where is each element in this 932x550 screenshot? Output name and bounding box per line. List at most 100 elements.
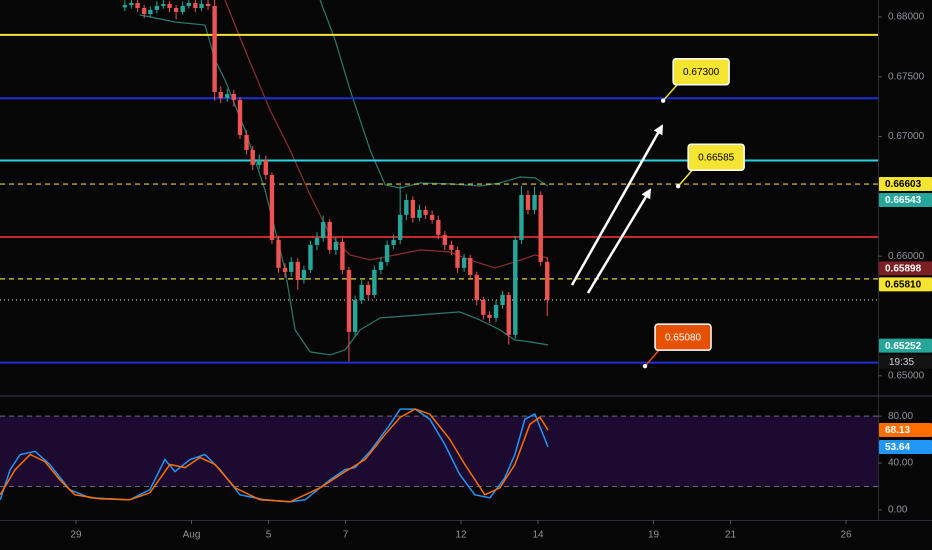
y-tick-label: 80.00 xyxy=(888,411,913,422)
candle-body xyxy=(442,234,448,245)
price-pane xyxy=(0,0,878,364)
oscillator-pane xyxy=(0,408,878,503)
candle-body xyxy=(397,214,403,240)
x-tick-label: 19 xyxy=(648,530,660,541)
candle-body xyxy=(481,299,486,315)
overlay-line xyxy=(224,0,549,269)
candle-body xyxy=(193,2,198,9)
candle-body xyxy=(173,8,179,12)
candle-body xyxy=(532,194,537,210)
candle-body xyxy=(212,5,217,92)
band-fill xyxy=(0,416,878,487)
annotation-label: 0.67300 xyxy=(683,67,720,78)
x-tick-label: Aug xyxy=(183,530,201,541)
x-tick-label: 29 xyxy=(70,530,82,541)
candle-body xyxy=(333,241,339,250)
last-value-label-bg xyxy=(879,440,932,455)
price-label: 0.65252 xyxy=(885,341,922,352)
annotation-label: 0.65080 xyxy=(665,332,702,343)
candle-body xyxy=(366,284,371,295)
price-label: 0.65898 xyxy=(885,263,922,274)
x-tick-label: 14 xyxy=(532,530,544,541)
candle-body xyxy=(474,274,479,300)
candle-body xyxy=(417,209,422,218)
countdown-bg xyxy=(879,354,932,369)
candle-body xyxy=(180,5,185,12)
x-tick-label: 5 xyxy=(266,530,272,541)
y-tick-label: 0.66000 xyxy=(888,251,925,262)
candle-body xyxy=(282,267,288,272)
candle-body xyxy=(244,134,249,150)
last-value-label: 68.13 xyxy=(885,425,910,436)
candle-body xyxy=(295,261,300,280)
price-label-bg xyxy=(879,177,932,192)
candle-body xyxy=(461,257,467,268)
candle-body xyxy=(250,149,255,165)
candle-body xyxy=(327,221,332,250)
annotation-point xyxy=(642,363,648,369)
price-label: 0.65810 xyxy=(885,279,922,290)
candle-body xyxy=(346,269,352,332)
candle-body xyxy=(455,249,460,268)
countdown: 19:35 xyxy=(889,357,914,368)
candle-body xyxy=(308,244,313,270)
candle-body xyxy=(449,244,454,250)
annotation-label: 0.66585 xyxy=(698,152,735,163)
y-tick-label: 0.67000 xyxy=(888,131,925,142)
annotation-point xyxy=(660,98,666,103)
candle-body xyxy=(384,244,390,262)
candle-body xyxy=(500,294,505,305)
arrow xyxy=(570,124,664,286)
candle-body xyxy=(263,159,269,175)
candle-body xyxy=(436,219,441,235)
y-tick-label: 0.67500 xyxy=(888,71,925,82)
candle-body xyxy=(545,261,550,300)
candle-body xyxy=(276,239,281,268)
annotation-leader xyxy=(644,349,660,367)
last-value-label-bg xyxy=(879,423,932,438)
candle-body xyxy=(129,2,134,6)
candle-body xyxy=(493,304,499,318)
candle-body xyxy=(506,294,511,335)
candle-body xyxy=(186,2,192,6)
candle-body xyxy=(513,239,518,335)
candle-body xyxy=(237,99,243,135)
oscillator-line xyxy=(0,408,549,503)
candle-body xyxy=(410,199,416,218)
candle-body xyxy=(525,194,531,210)
candle-body xyxy=(161,3,166,6)
oscillator-line xyxy=(0,408,549,503)
candle-body xyxy=(352,299,358,332)
x-tick-label: 26 xyxy=(840,530,852,541)
candle-body xyxy=(289,261,294,272)
y-tick-label: 40.00 xyxy=(888,458,913,469)
x-tick-label: 21 xyxy=(725,530,737,541)
candle-body xyxy=(301,269,307,280)
candle-body xyxy=(205,3,211,6)
annotations: 0.67300 0.66585 0.65080 xyxy=(642,57,745,369)
candle-body xyxy=(359,284,364,300)
x-tick-label: 12 xyxy=(455,530,467,541)
candle-body xyxy=(391,239,396,245)
price-label: 0.66543 xyxy=(885,195,922,206)
price-label-bg xyxy=(879,338,932,353)
candle-body xyxy=(314,237,320,245)
candle-body xyxy=(269,174,275,240)
price-label-bg xyxy=(879,261,932,276)
overlay-line xyxy=(139,14,549,356)
candle-body xyxy=(167,3,172,9)
candle-body xyxy=(148,9,153,14)
candle-body xyxy=(141,8,147,14)
candle-body xyxy=(225,93,230,98)
candle-body xyxy=(199,3,204,9)
candle-body xyxy=(487,314,492,318)
annotation-box xyxy=(687,143,745,171)
candle-body xyxy=(154,5,160,10)
y-tick-label: 0.65000 xyxy=(888,370,925,381)
x-tick-label: 7 xyxy=(343,530,349,541)
price-label-bg xyxy=(879,277,932,292)
candle-body xyxy=(468,257,473,275)
candle-body xyxy=(429,214,435,220)
candle-body xyxy=(122,5,128,8)
